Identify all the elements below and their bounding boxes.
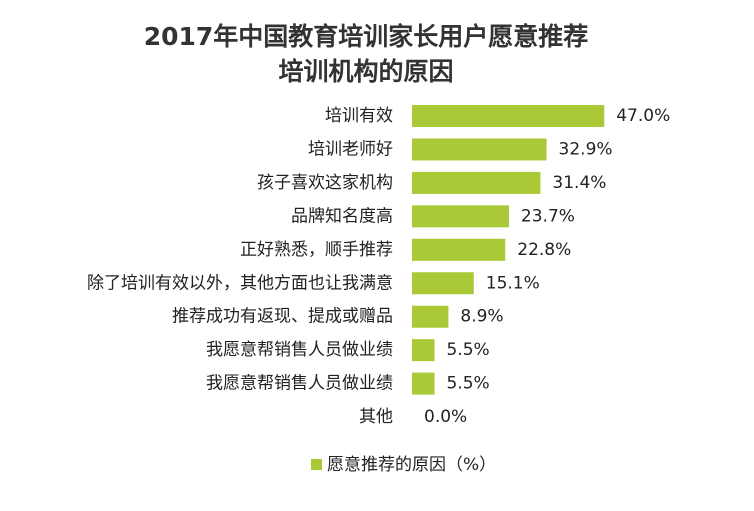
category-label: 推荐成功有返现、提成或赠品 — [172, 307, 393, 327]
category-label: 孩子喜欢这家机构 — [257, 173, 393, 193]
value-label: 5.5% — [446, 374, 489, 394]
category-label: 品牌知名度高 — [291, 206, 393, 226]
legend-label: 愿意推荐的原因（%） — [327, 455, 496, 475]
value-label: 0.0% — [424, 407, 467, 427]
chart-title: 培训机构的原因 — [278, 57, 453, 86]
bar — [412, 238, 506, 261]
value-label: 23.7% — [521, 206, 575, 226]
bar — [412, 272, 474, 295]
bar — [412, 339, 435, 362]
bar — [412, 372, 435, 395]
category-label: 培训有效 — [325, 106, 393, 126]
category-label: 我愿意帮销售人员做业绩 — [206, 340, 393, 360]
bar — [412, 138, 547, 161]
category-label: 我愿意帮销售人员做业绩 — [206, 374, 393, 394]
chart-title: 2017年中国教育培训家长用户愿意推荐 — [144, 22, 589, 51]
value-label: 47.0% — [616, 106, 670, 126]
value-label: 5.5% — [446, 340, 489, 360]
value-label: 8.9% — [460, 307, 503, 327]
value-label: 32.9% — [559, 139, 613, 159]
bar — [412, 205, 509, 228]
bar — [412, 171, 541, 194]
legend-swatch — [311, 459, 322, 470]
category-label: 培训老师好 — [308, 139, 393, 159]
category-label: 其他 — [359, 407, 393, 427]
category-label: 正好熟悉，顺手推荐 — [240, 239, 393, 260]
bar — [412, 305, 449, 328]
bar — [412, 105, 605, 127]
category-label: 除了培训有效以外，其他方面也让我满意 — [87, 273, 393, 293]
value-label: 15.1% — [486, 273, 540, 293]
value-label: 31.4% — [552, 173, 606, 193]
value-label: 22.8% — [517, 240, 571, 260]
